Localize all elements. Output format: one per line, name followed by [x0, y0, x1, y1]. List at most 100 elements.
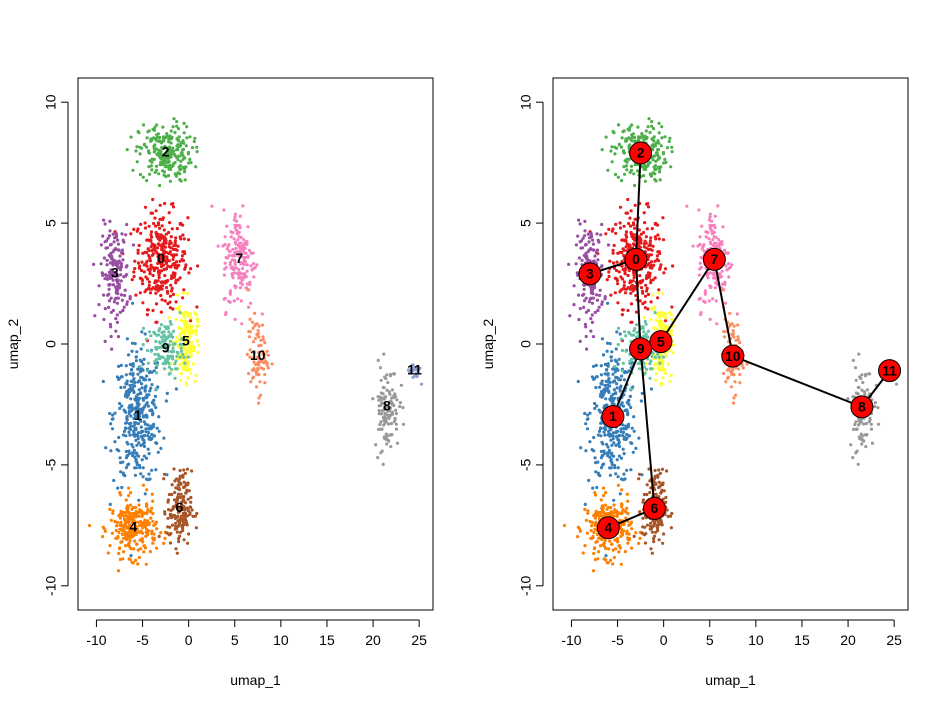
cell-point-cluster-0 [644, 241, 648, 245]
x-axis-title: umap_1 [230, 672, 281, 688]
cell-point-cluster-10 [246, 288, 250, 292]
cell-point-cluster-3 [577, 218, 581, 222]
cell-point-cluster-3 [119, 263, 123, 267]
cell-point-cluster-0 [624, 245, 628, 249]
cell-point-cluster-10 [256, 329, 260, 333]
cell-point-cluster-3 [582, 253, 586, 257]
cell-point-cluster-2 [168, 134, 172, 138]
cell-point-cluster-4 [136, 548, 140, 552]
cell-point-cluster-7 [225, 247, 229, 251]
cell-point-cluster-1 [122, 408, 126, 412]
cell-point-cluster-8 [851, 395, 855, 399]
cell-point-cluster-0 [168, 265, 172, 269]
cell-point-cluster-2 [183, 178, 187, 182]
cell-point-cluster-5 [651, 293, 655, 297]
cell-point-cluster-5 [189, 316, 193, 320]
cell-point-cluster-8 [857, 352, 861, 356]
cell-point-cluster-2 [138, 145, 142, 149]
cell-point-cluster-2 [658, 167, 662, 171]
cell-point-cluster-7 [235, 231, 239, 235]
cell-point-cluster-2 [188, 135, 192, 139]
cell-point-cluster-2 [138, 172, 143, 177]
cell-point-cluster-4 [124, 536, 128, 541]
cell-point-cluster-0 [153, 281, 157, 285]
cell-point-cluster-4 [120, 532, 124, 537]
cell-point-cluster-11 [414, 372, 418, 376]
cell-point-cluster-4 [134, 558, 138, 563]
cell-point-cluster-2 [190, 146, 195, 150]
cell-point-cluster-9 [158, 341, 162, 345]
cell-point-cluster-6 [643, 525, 647, 529]
trajectory-node-label-1: 1 [609, 408, 617, 424]
cell-point-cluster-9 [644, 322, 648, 326]
cell-point-cluster-3 [116, 296, 120, 300]
x-tick-label: 15 [319, 632, 335, 648]
cell-point-cluster-7 [242, 258, 246, 262]
cell-point-cluster-0 [631, 289, 635, 293]
cell-point-cluster-6 [183, 517, 188, 522]
cell-point-cluster-8 [389, 422, 393, 426]
cell-point-cluster-7 [711, 272, 716, 276]
cell-point-cluster-1 [119, 375, 123, 379]
cell-point-cluster-2 [157, 148, 161, 152]
cell-point-cluster-7 [247, 305, 251, 309]
cell-point-cluster-3 [115, 260, 119, 264]
cell-point-cluster-0 [168, 221, 172, 225]
cell-point-cluster-9 [622, 330, 627, 334]
cell-point-cluster-1 [587, 478, 591, 483]
cell-point-cluster-3 [102, 317, 106, 322]
cell-point-cluster-3 [606, 243, 611, 247]
cell-point-cluster-1 [622, 472, 626, 476]
cell-point-cluster-0 [620, 259, 624, 263]
cell-point-cluster-2 [652, 135, 656, 139]
cell-point-cluster-6 [654, 482, 658, 486]
cell-point-cluster-7 [716, 204, 720, 208]
cell-point-cluster-9 [619, 337, 624, 341]
cell-point-cluster-0 [144, 288, 148, 292]
cell-point-cluster-0 [176, 244, 180, 248]
cell-point-cluster-4 [599, 498, 603, 502]
cell-point-cluster-9 [168, 339, 173, 343]
cell-point-cluster-4 [111, 509, 115, 513]
cell-point-cluster-1 [584, 422, 588, 426]
cell-point-cluster-10 [259, 393, 263, 397]
cell-point-cluster-1 [128, 433, 132, 437]
cell-point-cluster-2 [178, 164, 183, 168]
cell-point-cluster-3 [102, 218, 106, 222]
cell-point-cluster-6 [163, 512, 167, 516]
cell-point-cluster-8 [379, 378, 383, 382]
cell-point-cluster-9 [157, 357, 161, 361]
cell-point-cluster-3 [589, 234, 594, 238]
cell-point-cluster-4 [603, 539, 607, 543]
cluster-label-2: 2 [162, 144, 170, 160]
cell-point-cluster-0 [624, 239, 628, 243]
cell-point-cluster-5 [196, 324, 200, 328]
cell-point-cluster-10 [254, 385, 259, 389]
cell-point-cluster-2 [161, 162, 165, 167]
cell-point-cluster-7 [698, 235, 702, 239]
cell-point-cluster-7 [233, 253, 237, 257]
cell-point-cluster-8 [384, 376, 388, 381]
cell-point-cluster-3 [582, 234, 587, 238]
x-axis-title: umap_1 [705, 672, 756, 688]
cell-point-cluster-4 [602, 557, 606, 561]
cell-point-cluster-1 [130, 368, 134, 372]
cell-point-cluster-10 [266, 353, 270, 357]
cell-point-cluster-2 [654, 159, 658, 163]
cell-point-cluster-0 [196, 264, 200, 268]
cell-point-cluster-8 [387, 390, 391, 394]
cell-point-cluster-1 [141, 368, 145, 372]
cell-point-cluster-2 [175, 148, 179, 152]
cell-point-cluster-3 [572, 303, 576, 307]
cell-point-cluster-3 [586, 250, 590, 254]
cell-point-cluster-0 [160, 269, 164, 273]
cell-point-cluster-2 [668, 136, 672, 140]
cell-point-cluster-9 [168, 319, 172, 324]
cell-point-cluster-9 [178, 311, 182, 315]
cell-point-cluster-5 [671, 343, 676, 347]
cell-point-cluster-7 [224, 311, 228, 315]
cell-point-cluster-3 [577, 256, 582, 260]
cell-point-cluster-6 [649, 521, 653, 525]
cell-point-cluster-9 [646, 329, 651, 333]
cell-point-cluster-1 [101, 379, 105, 384]
